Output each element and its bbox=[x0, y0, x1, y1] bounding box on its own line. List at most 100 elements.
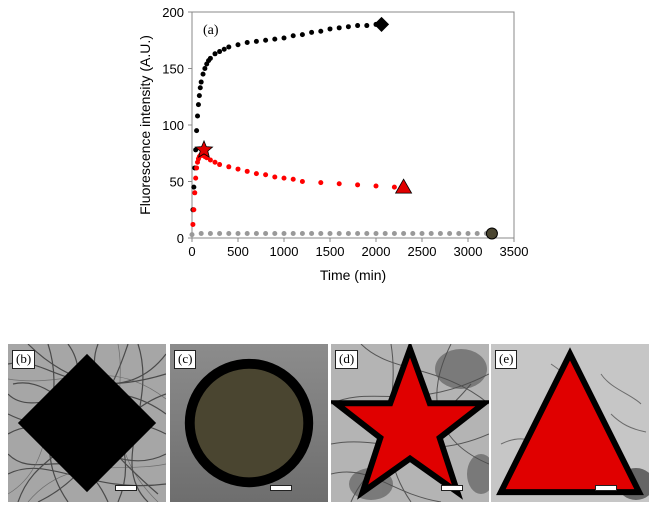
micrograph-d: (d) bbox=[331, 344, 489, 502]
x-tick-label: 3000 bbox=[454, 244, 483, 259]
micrograph-c: (c) bbox=[170, 344, 328, 502]
diamond-marker-icon bbox=[17, 353, 157, 493]
series-2-point bbox=[474, 230, 480, 236]
triangle-marker-icon bbox=[496, 347, 644, 496]
panel-label-e: (e) bbox=[495, 350, 518, 369]
fluorescence-chart: (a) Time (min) Fluorescence intensity (A… bbox=[137, 5, 528, 283]
series-0-point bbox=[212, 51, 218, 57]
series-2-point bbox=[281, 230, 287, 236]
star-annotation-marker bbox=[194, 139, 214, 158]
series-0-point bbox=[202, 66, 208, 71]
series-0-point bbox=[336, 25, 342, 31]
series-1-point bbox=[207, 157, 213, 163]
series-2-point bbox=[244, 230, 250, 236]
series-2-point bbox=[217, 230, 223, 236]
series-1-point bbox=[391, 184, 397, 190]
series-1-point bbox=[244, 168, 250, 174]
series-2-point bbox=[272, 230, 278, 236]
micrograph-e: (e) bbox=[491, 344, 649, 502]
series-1-point bbox=[253, 171, 259, 177]
series-0-point bbox=[364, 23, 370, 29]
series-0-point bbox=[235, 42, 241, 48]
series-0-point bbox=[345, 24, 351, 30]
series-2-point bbox=[373, 230, 379, 236]
series-2-point bbox=[263, 230, 269, 236]
data-marks bbox=[189, 16, 498, 240]
axis-ticks: 0 500 1000 1500 2000 2500 3000 3500 0 50 100 150 200 bbox=[162, 5, 528, 259]
series-2-point bbox=[382, 230, 388, 236]
panel-label-c: (c) bbox=[174, 350, 197, 369]
series-0-point bbox=[200, 71, 206, 77]
series-1-point bbox=[235, 166, 241, 172]
x-tick-label: 0 bbox=[188, 244, 195, 259]
series-2-point bbox=[391, 230, 397, 236]
y-tick-label: 50 bbox=[170, 175, 184, 190]
x-tick-label: 1500 bbox=[316, 244, 345, 259]
series-1-point bbox=[272, 174, 278, 180]
series-1-point bbox=[281, 175, 287, 181]
series-1-point bbox=[373, 183, 379, 189]
series-2-point bbox=[207, 230, 213, 236]
series-0-point bbox=[253, 38, 259, 44]
x-tick-label: 1000 bbox=[270, 244, 299, 259]
series-1-point bbox=[191, 207, 197, 213]
panel-label-a: (a) bbox=[203, 23, 219, 38]
y-tick-label: 0 bbox=[177, 231, 184, 246]
scale-bar bbox=[595, 485, 617, 491]
series-0-point bbox=[198, 79, 204, 85]
series-2-point bbox=[364, 230, 370, 236]
series-2-point bbox=[345, 230, 351, 236]
series-0-point bbox=[244, 40, 250, 46]
x-tick-label: 2500 bbox=[408, 244, 437, 259]
series-1-point bbox=[336, 181, 342, 187]
triangle-end-marker bbox=[394, 178, 413, 194]
y-tick-label: 200 bbox=[162, 5, 184, 20]
series-1-point bbox=[212, 159, 218, 165]
scale-bar bbox=[115, 485, 137, 491]
series-2-point bbox=[198, 230, 204, 236]
scale-bar bbox=[270, 485, 292, 491]
series-0-point bbox=[226, 44, 232, 50]
circle-marker-icon bbox=[184, 358, 314, 488]
series-1-point bbox=[318, 180, 324, 186]
series-2-point bbox=[318, 230, 324, 236]
series-2-point bbox=[226, 230, 232, 236]
series-2-point bbox=[355, 230, 361, 236]
series-1-point bbox=[194, 165, 200, 171]
y-tick-label: 100 bbox=[162, 118, 184, 133]
series-0-point bbox=[263, 37, 269, 43]
series-2-point bbox=[299, 230, 305, 236]
series-2-point bbox=[401, 230, 407, 236]
x-tick-label: 3500 bbox=[500, 244, 529, 259]
series-0-point bbox=[318, 28, 324, 34]
series-2-point bbox=[327, 230, 333, 236]
series-2-point bbox=[456, 230, 462, 236]
panel-label-d: (d) bbox=[335, 350, 359, 369]
series-0-point bbox=[290, 33, 296, 39]
series-1-point bbox=[217, 162, 223, 168]
series-2-point bbox=[309, 230, 315, 236]
micrograph-b: (b) bbox=[8, 344, 166, 502]
series-0-point bbox=[309, 29, 315, 35]
series-0-point bbox=[221, 46, 227, 52]
series-2-point bbox=[290, 230, 296, 236]
series-1-point bbox=[263, 172, 269, 178]
series-2-point bbox=[336, 230, 342, 236]
series-2-point bbox=[447, 230, 453, 236]
series-2-point bbox=[410, 230, 416, 236]
scale-bar bbox=[441, 485, 463, 491]
x-axis-label: Time (min) bbox=[320, 267, 386, 283]
series-2-point bbox=[437, 230, 443, 236]
series-2-point bbox=[253, 230, 259, 236]
series-2-point bbox=[189, 232, 195, 238]
series-1-point bbox=[290, 176, 296, 182]
series-2-point bbox=[235, 230, 241, 236]
series-1-point bbox=[192, 190, 198, 196]
series-1-point bbox=[299, 179, 305, 184]
series-0-point bbox=[197, 85, 203, 91]
series-1-point bbox=[190, 221, 196, 227]
series-0-point bbox=[281, 35, 287, 41]
panel-label-b: (b) bbox=[12, 350, 36, 369]
series-0-point bbox=[195, 102, 201, 108]
series-0-point bbox=[327, 26, 333, 32]
